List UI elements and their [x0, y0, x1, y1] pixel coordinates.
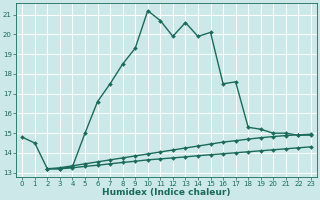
X-axis label: Humidex (Indice chaleur): Humidex (Indice chaleur): [102, 188, 231, 197]
